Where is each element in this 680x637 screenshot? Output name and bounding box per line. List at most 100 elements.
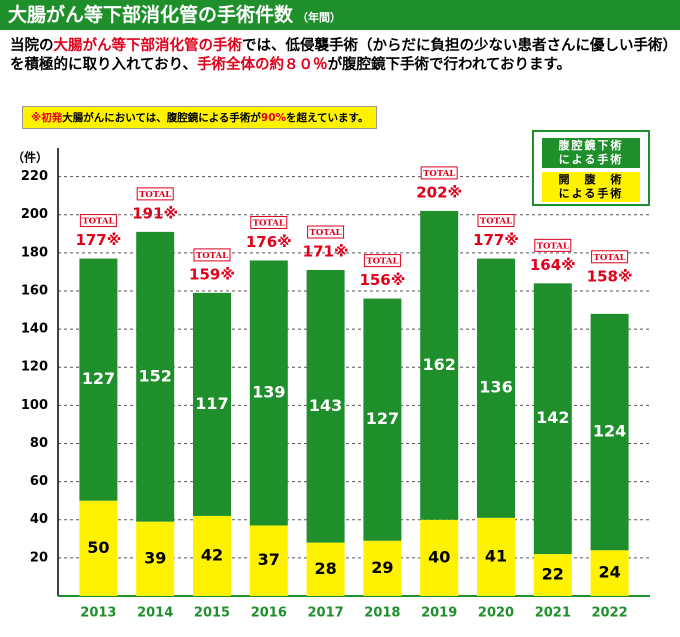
bar-label: 124: [593, 422, 626, 441]
text-segment: では、低侵襲手術（からだに負担の少ない患者さんに優しい手術）を積極的に取り入れて…: [10, 38, 670, 73]
bar-segment: [79, 258, 118, 501]
legend-entry: 開 腹 術 による手術: [542, 172, 640, 202]
intro: 当院の大腸がん等下部消化管の手術では、低侵襲手術（からだに負担の少ない患者さんに…: [10, 37, 670, 75]
note: ※初発大腸がんにおいては、腹腔鏡による手術が90%を超えています。: [22, 106, 378, 129]
bar-segment: [533, 554, 572, 596]
bar-label: 117: [195, 394, 228, 413]
bar-segment: [249, 260, 288, 526]
bar-segment: [590, 550, 629, 596]
total-tag-box: [307, 225, 345, 239]
bar-segment: [193, 292, 231, 516]
x-tick-label: 2019: [421, 606, 457, 621]
total-tag: TOTAL: [196, 251, 228, 261]
total-tag: TOTAL: [423, 169, 455, 179]
text-segment: 大腸がんにおいては、腹腔鏡による手術が: [62, 112, 261, 124]
text-segment: 当院の: [10, 38, 54, 54]
bar-segment: [306, 270, 345, 543]
y-tick-label: 80: [30, 436, 48, 451]
bar-label: 143: [309, 396, 342, 415]
total-tag-box: [591, 250, 629, 264]
bar-label: 152: [138, 366, 171, 385]
y-tick-label: 140: [21, 322, 48, 337]
text-segment: ※初発: [31, 112, 63, 124]
x-tick-label: 2014: [137, 606, 173, 621]
bar-label: 39: [144, 548, 166, 567]
text-segment: が腹腔鏡下手術で行われております。: [327, 57, 572, 73]
total-tag-box: [363, 254, 401, 268]
total-label: 177※: [75, 231, 121, 249]
bar-segment: [477, 258, 515, 518]
text-segment: 手術全体の約８０％: [197, 57, 328, 73]
bar-segment: [193, 515, 231, 596]
x-tick-label: 2022: [592, 606, 628, 621]
total-tag: TOTAL: [366, 257, 398, 267]
total-tag-box: [193, 248, 231, 262]
text-segment: を超えています。: [286, 112, 369, 124]
y-tick-label: 160: [21, 283, 48, 298]
bar-label: 37: [258, 550, 280, 569]
total-label: 159※: [189, 265, 235, 283]
x-tick-label: 2017: [308, 606, 344, 621]
bar-label: 136: [479, 378, 512, 397]
bar-label: 142: [536, 408, 569, 427]
total-tag: TOTAL: [253, 218, 285, 228]
text-segment: 大腸がん等下部消化管の手術: [53, 38, 243, 54]
x-tick-label: 2021: [535, 606, 571, 621]
text-segment: 90%: [260, 112, 287, 124]
bar-segment: [420, 519, 459, 596]
bar-label: 40: [428, 547, 450, 566]
y-tick-label: 200: [21, 207, 48, 222]
bar-segment: [590, 313, 629, 551]
bar-label: 50: [87, 538, 109, 557]
y-tick-label: 20: [30, 550, 48, 565]
bar-label: 127: [82, 369, 115, 388]
legend: 腹腔鏡下術 による手術開 腹 術 による手術: [532, 130, 650, 206]
total-tag-box: [477, 214, 515, 228]
header: 大腸がん等下部消化管の手術件数 （年間）: [0, 0, 680, 30]
x-tick-label: 2018: [364, 606, 400, 621]
total-label: 171※: [303, 243, 349, 261]
total-tag-box: [420, 166, 458, 180]
subtitle: （年間）: [297, 11, 342, 24]
total-tag: TOTAL: [139, 190, 171, 200]
bar-segment: [249, 525, 288, 596]
bar-label: 42: [201, 545, 223, 564]
x-tick-label: 2016: [251, 606, 287, 621]
total-tag: TOTAL: [537, 241, 569, 251]
bar-segment: [306, 542, 345, 596]
x-tick-label: 2020: [478, 606, 514, 621]
total-label: 156※: [359, 271, 405, 289]
bar-label: 41: [485, 546, 507, 565]
y-tick-label: 120: [21, 360, 48, 375]
total-label: 158※: [587, 267, 633, 285]
y-tick-label: 60: [30, 474, 48, 489]
total-tag: TOTAL: [82, 217, 114, 227]
y-tick-label: 40: [30, 512, 48, 527]
bar-label: 162: [422, 355, 455, 374]
total-tag-box: [79, 214, 117, 228]
bar-segment: [477, 517, 515, 596]
y-tick-label: 220: [21, 169, 48, 184]
total-label: 202※: [416, 183, 462, 201]
bar-segment: [533, 283, 572, 555]
bar-segment: [136, 231, 175, 522]
legend-entry: 腹腔鏡下術 による手術: [542, 138, 640, 168]
total-tag-box: [534, 238, 572, 252]
y-axis-label: （件）: [12, 150, 48, 165]
total-label: 176※: [246, 233, 292, 251]
y-tick-label: 100: [21, 398, 48, 413]
bar-label: 24: [598, 563, 620, 582]
bar-label: 127: [366, 409, 399, 428]
bar-label: 28: [314, 559, 336, 578]
bar-segment: [79, 500, 118, 596]
title: 大腸がん等下部消化管の手術件数: [8, 4, 294, 26]
y-tick-label: 180: [21, 245, 48, 260]
x-tick-label: 2013: [80, 606, 116, 621]
bar-segment: [420, 210, 459, 520]
total-label: 177※: [473, 231, 519, 249]
bar-segment: [136, 521, 175, 596]
total-tag-box: [136, 187, 174, 201]
x-tick-label: 2015: [194, 606, 230, 621]
